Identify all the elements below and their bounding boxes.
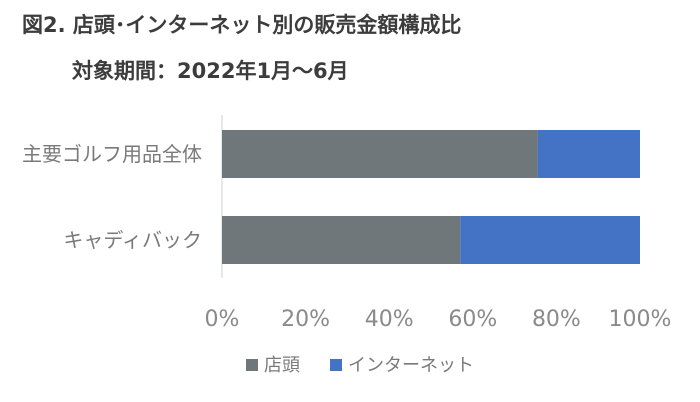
legend-label: インターネット: [348, 355, 474, 376]
chart-period: 対象期間：2022年1月～6月: [72, 59, 349, 83]
bar-segment: [222, 216, 461, 264]
bar-segment: [537, 130, 640, 178]
x-tick-label: 60%: [448, 307, 497, 332]
x-tick-label: 100%: [609, 307, 672, 332]
legend-swatch: [330, 359, 342, 371]
x-tick-label: 80%: [532, 307, 581, 332]
legend-label: 店頭: [264, 355, 300, 376]
legend-swatch: [246, 359, 258, 371]
category-label: キャディバック: [63, 228, 202, 252]
bar-segment: [222, 130, 538, 178]
x-tick-label: 40%: [365, 307, 414, 332]
bars: [222, 130, 640, 264]
category-label: 主要ゴルフ用品全体: [22, 142, 202, 166]
x-tick-label: 0%: [205, 307, 240, 332]
legend: 店頭 インターネット: [246, 355, 474, 376]
bar-segment: [460, 216, 640, 264]
chart-title: 図2. 店頭･インターネット別の販売金額構成比: [22, 13, 461, 37]
x-tick-label: 20%: [281, 307, 330, 332]
x-tick-labels: 0% 20% 40% 60% 80% 100%: [205, 307, 672, 332]
